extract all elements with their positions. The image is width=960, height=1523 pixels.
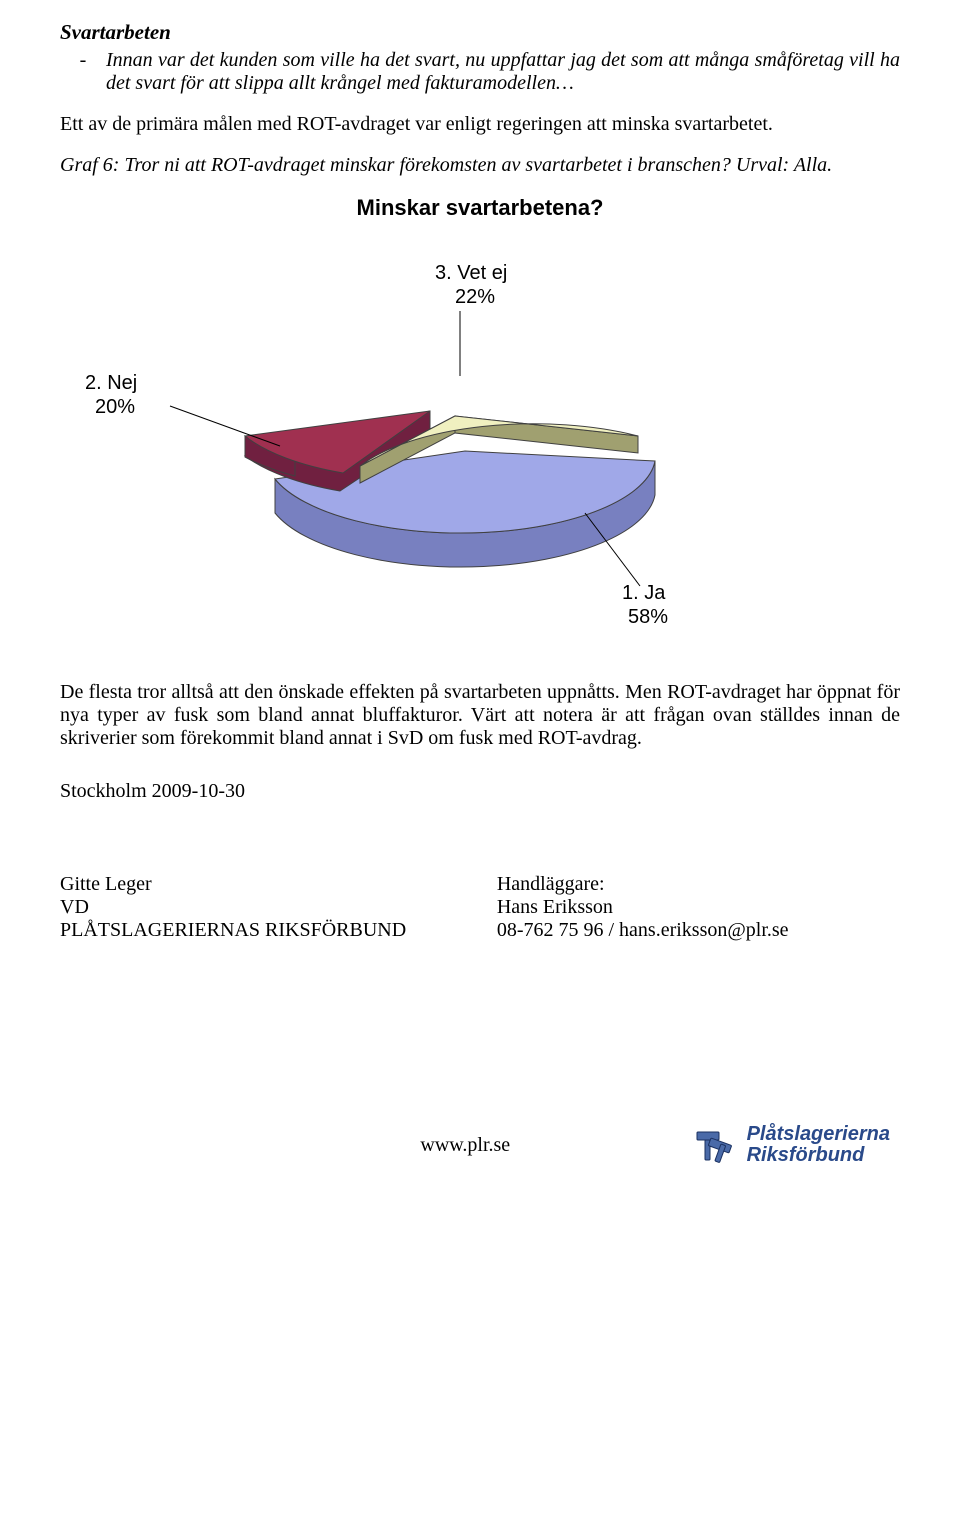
sign-left-name: Gitte Leger	[60, 873, 463, 896]
paragraph-1: Ett av de primära målen med ROT-avdraget…	[60, 113, 900, 136]
sign-right-label: Handläggare:	[497, 873, 900, 896]
logo-line2: Riksförbund	[747, 1145, 890, 1166]
footer: www.plr.se Plåtslagerierna Riksförbund	[60, 1122, 900, 1168]
leader-nej	[170, 406, 280, 446]
section-heading: Svartarbeten	[60, 20, 900, 45]
bullet-dash: -	[60, 49, 106, 95]
graf-line: Graf 6: Tror ni att ROT-avdraget minskar…	[60, 154, 900, 177]
signature-row: Gitte Leger VD PLÅTSLAGERIERNAS RIKSFÖRB…	[60, 873, 900, 942]
signature-left: Gitte Leger VD PLÅTSLAGERIERNAS RIKSFÖRB…	[60, 873, 463, 942]
footer-url: www.plr.se	[240, 1134, 691, 1157]
logo-line1: Plåtslagerierna	[747, 1124, 890, 1145]
hammer-icon	[691, 1122, 737, 1168]
date-line: Stockholm 2009-10-30	[60, 780, 900, 803]
sign-left-title: VD	[60, 896, 463, 919]
chart-title: Minskar svartarbetena?	[60, 195, 900, 221]
bullet-text: Innan var det kunden som ville ha det sv…	[106, 49, 900, 95]
pie-chart: 3. Vet ej 22% 2. Nej 20% 1. Ja 58%	[60, 261, 900, 661]
pie-svg	[60, 261, 900, 661]
sign-right-contact: 08-762 75 96 / hans.eriksson@plr.se	[497, 919, 900, 942]
bullet-row: - Innan var det kunden som ville ha det …	[60, 49, 900, 95]
logo-text: Plåtslagerierna Riksförbund	[747, 1124, 890, 1166]
sign-right-name: Hans Eriksson	[497, 896, 900, 919]
signature-right: Handläggare: Hans Eriksson 08-762 75 96 …	[497, 873, 900, 942]
graf-line-text: Graf 6: Tror ni att ROT-avdraget minskar…	[60, 154, 832, 176]
paragraph-2: De flesta tror alltså att den önskade ef…	[60, 681, 900, 750]
sign-left-org: PLÅTSLAGERIERNAS RIKSFÖRBUND	[60, 919, 463, 942]
logo: Plåtslagerierna Riksförbund	[691, 1122, 890, 1168]
